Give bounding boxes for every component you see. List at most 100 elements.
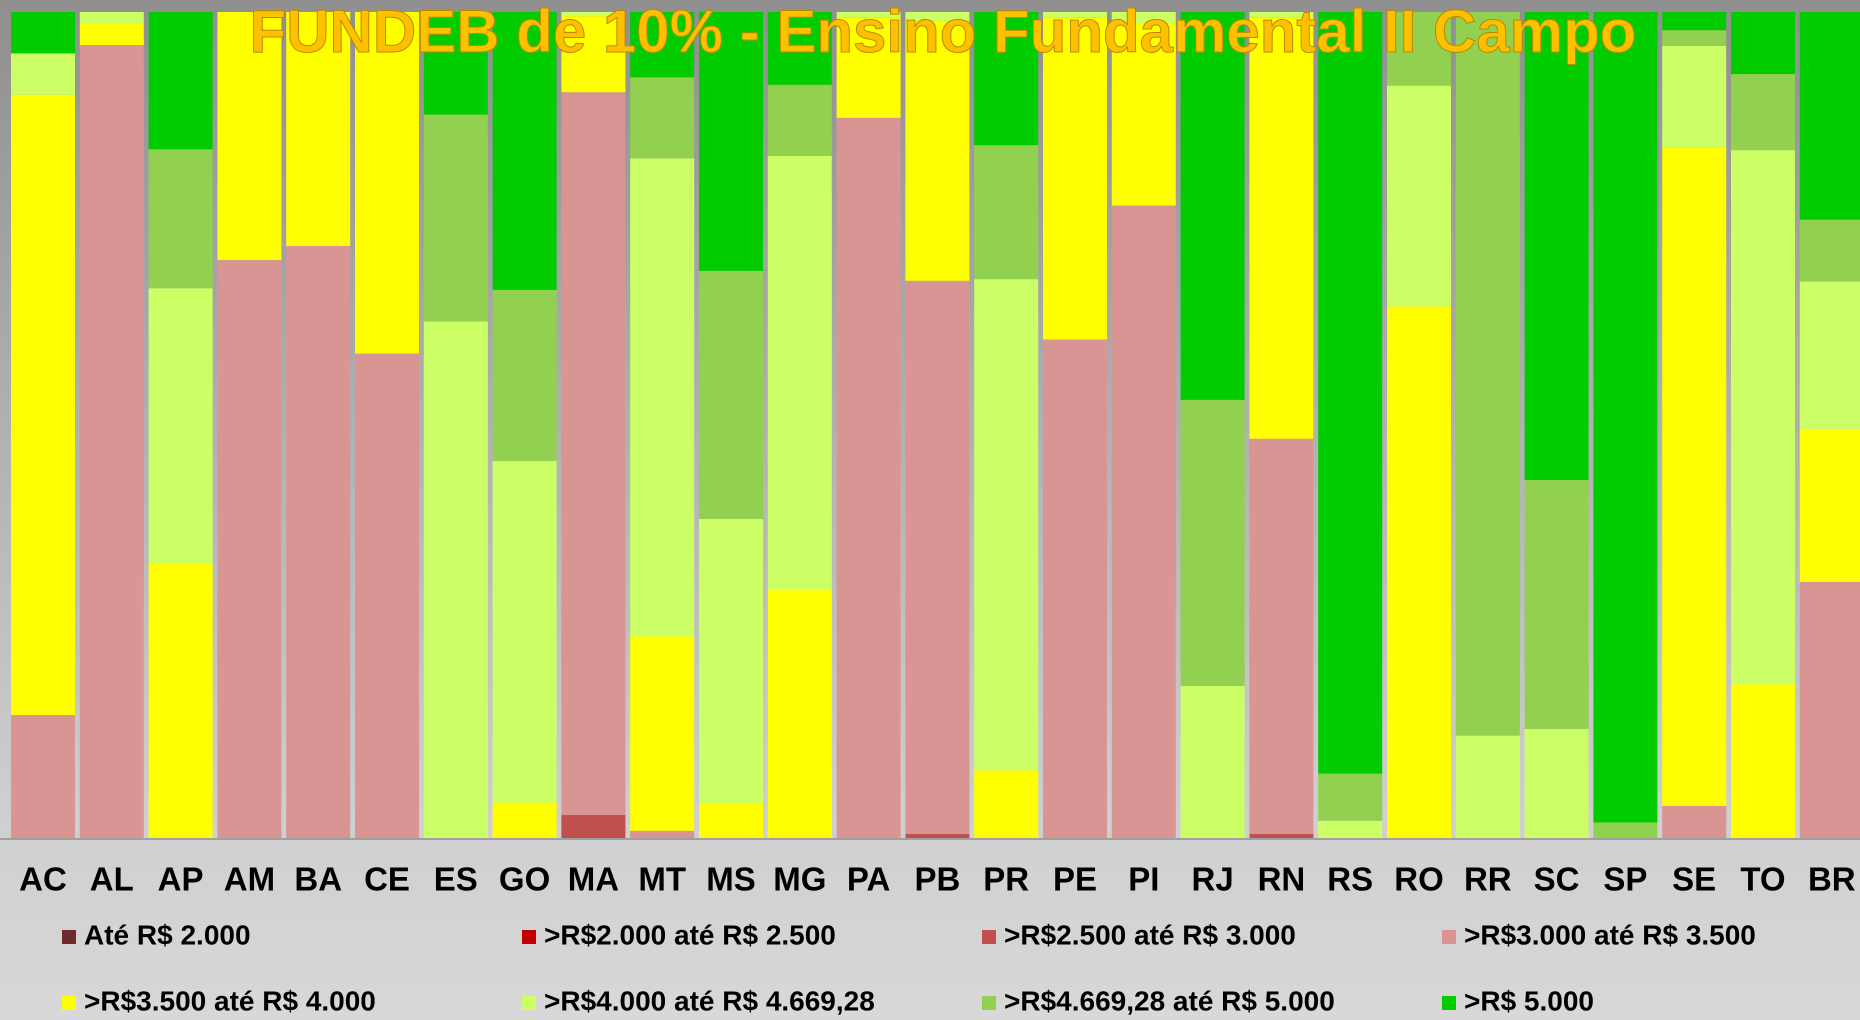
legend-label: >R$4.669,28 até R$ 5.000 xyxy=(1004,985,1335,1016)
bar-segment xyxy=(699,270,763,519)
bar-segment xyxy=(423,321,488,840)
bar-segment xyxy=(148,12,213,150)
bar-segment xyxy=(1318,773,1383,821)
bar-segment xyxy=(355,353,419,839)
bar-segment xyxy=(1593,12,1658,823)
x-tick-label: AM xyxy=(224,861,275,898)
bar-segment xyxy=(1662,147,1727,806)
bar-segment xyxy=(1731,12,1795,75)
bar-segment xyxy=(1662,30,1727,46)
bar-segment xyxy=(1387,306,1451,839)
legend-swatch xyxy=(1442,930,1456,944)
bar-segment xyxy=(1043,12,1107,18)
bar-segment xyxy=(561,815,626,839)
bar-segment xyxy=(561,12,626,17)
x-tick-label: ES xyxy=(434,861,478,898)
bar-segment xyxy=(148,563,213,839)
x-tick-label: RO xyxy=(1394,861,1444,898)
bar-segment xyxy=(11,12,75,54)
bar-segment xyxy=(1455,735,1520,839)
bar-segment xyxy=(561,92,626,816)
bar-segment xyxy=(1111,23,1176,206)
bar-segment xyxy=(217,260,282,840)
bar-segment xyxy=(905,834,970,839)
bar-segment xyxy=(767,155,832,591)
bar-segment xyxy=(1455,12,1520,736)
x-tick-label: PA xyxy=(847,861,890,898)
x-tick-label: CE xyxy=(364,861,410,898)
bar-segment xyxy=(1180,686,1245,839)
bar-segment xyxy=(1593,822,1658,839)
x-tick-label: PB xyxy=(914,861,960,898)
bar-segment xyxy=(1799,581,1860,839)
bar-segment xyxy=(836,12,901,18)
bar-segment xyxy=(492,802,557,839)
x-tick-label: AL xyxy=(90,861,134,898)
bar-segment xyxy=(217,12,282,261)
bar-segment xyxy=(974,279,1039,771)
legend-label: >R$3.000 até R$ 3.500 xyxy=(1464,919,1756,950)
legend-label: >R$2.000 até R$ 2.500 xyxy=(544,919,836,950)
bar-segment xyxy=(1799,12,1860,220)
bar-segment xyxy=(1111,12,1176,24)
x-tick-label: AC xyxy=(19,861,67,898)
chart-title: FUNDEB de 10% - Ensino Fundamental II Ca… xyxy=(250,0,1637,65)
legend-label: Até R$ 2.000 xyxy=(84,919,251,950)
bar-segment xyxy=(974,12,1039,146)
bar-segment xyxy=(1524,480,1589,730)
bar-segment xyxy=(423,114,488,322)
bar-segment xyxy=(1731,74,1795,151)
x-tick-label: RN xyxy=(1258,861,1306,898)
bar-segment xyxy=(1662,45,1727,148)
bar-segment xyxy=(1799,428,1860,582)
x-tick-label: SE xyxy=(1672,861,1716,898)
x-tick-label: TO xyxy=(1740,861,1785,898)
bar-segment xyxy=(1249,834,1314,839)
legend-label: >R$2.500 até R$ 3.000 xyxy=(1004,919,1296,950)
bar-segment xyxy=(1111,205,1176,839)
bar-segment xyxy=(286,246,351,839)
bar-segment xyxy=(905,12,970,22)
legend-swatch xyxy=(982,996,996,1010)
bar-segment xyxy=(630,77,695,159)
bar-segment xyxy=(1799,219,1860,282)
bar-segment xyxy=(1249,438,1314,835)
bar-segment xyxy=(699,803,763,839)
legend-swatch xyxy=(982,930,996,944)
x-tick-label: MA xyxy=(568,861,619,898)
bar-segment xyxy=(1043,339,1107,839)
bar-segment xyxy=(630,158,695,637)
x-tick-label: MS xyxy=(706,861,756,898)
x-tick-label: RR xyxy=(1464,861,1512,898)
bar-segment xyxy=(1662,805,1727,839)
bar-segment xyxy=(767,590,832,839)
bar-segment xyxy=(355,12,419,354)
legend-swatch xyxy=(62,930,76,944)
legend-label: >R$ 5.000 xyxy=(1464,985,1594,1016)
bar-segment xyxy=(699,518,763,804)
bar-segment xyxy=(905,21,970,281)
x-tick-label: SC xyxy=(1534,861,1580,898)
bar-segment xyxy=(148,149,213,289)
bar-segment xyxy=(767,12,832,85)
bar-segment xyxy=(492,12,557,290)
bar-segment xyxy=(286,12,351,247)
x-tick-label: BR xyxy=(1808,861,1856,898)
bar-segment xyxy=(11,94,75,715)
x-tick-label: MT xyxy=(638,861,686,898)
bar-segment xyxy=(1387,85,1451,307)
bar-segment xyxy=(1524,729,1589,839)
bar-segment xyxy=(1662,12,1727,31)
x-tick-label: GO xyxy=(499,861,550,898)
bar-segment xyxy=(974,145,1039,280)
legend-label: >R$3.500 até R$ 4.000 xyxy=(84,985,376,1016)
bar-segment xyxy=(1799,281,1860,429)
bar-segment xyxy=(1387,12,1451,86)
x-tick-label: PI xyxy=(1128,861,1159,898)
bar-segment xyxy=(423,12,488,115)
x-tick-label: SP xyxy=(1603,861,1647,898)
bar-segment xyxy=(1731,684,1795,839)
bar-segment xyxy=(79,45,144,839)
